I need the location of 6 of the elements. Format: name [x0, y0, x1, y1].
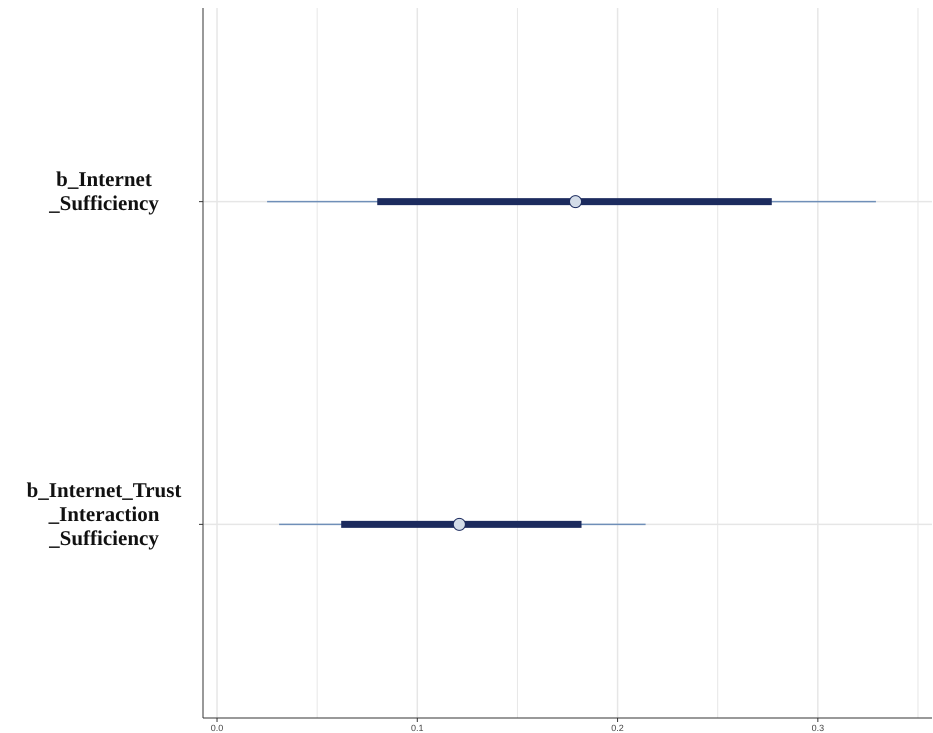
x-tick-label: 0.1	[411, 723, 424, 733]
x-tick-label: 0.0	[210, 723, 224, 733]
y-tick-label: b_Internet _Sufficiency	[48, 167, 160, 216]
x-tick-label: 0.2	[611, 723, 624, 733]
y-tick-label: b_Internet_Trust _Interaction _Sufficiency	[26, 478, 182, 550]
x-tick-label: 0.3	[812, 723, 824, 733]
